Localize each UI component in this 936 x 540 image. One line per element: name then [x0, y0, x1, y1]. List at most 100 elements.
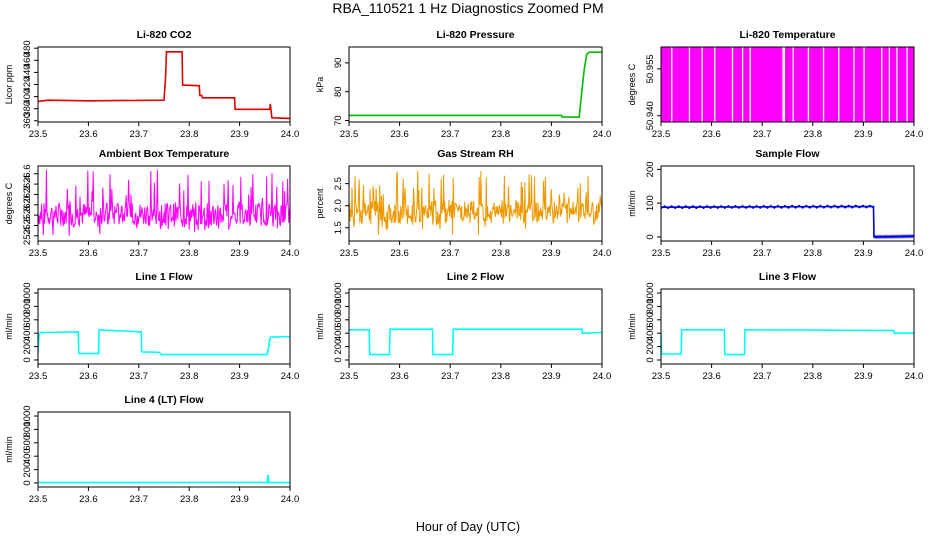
series-group [661, 204, 914, 240]
y-tick-label: 0 [645, 357, 656, 362]
temperature-gap-15 [888, 47, 890, 122]
y-tick-label: 440 [22, 64, 33, 80]
y-tick-label: 200 [22, 339, 33, 355]
chart-panel-7: Line 1 Flow 23.5 23.6 23.7 23.8 23.9 24.0 0 2004… [4, 271, 299, 382]
y-tick-label: 400 [22, 325, 33, 341]
x-tick-label: 23.8 [180, 248, 199, 259]
y-tick-label: 200 [645, 339, 656, 355]
y-axis-label: ml/min [315, 313, 325, 340]
chart-panel-2: Li-820 Pressure 23.5 23.6 23.7 23.8 23.9 24.0 7… [315, 29, 611, 140]
series-group [38, 328, 290, 356]
x-tick-label: 23.6 [390, 248, 409, 259]
series-group [38, 474, 290, 484]
x-tick-label: 23.7 [130, 129, 149, 140]
panel-title: Line 2 Flow [447, 271, 505, 283]
y-tick-label: 380 [22, 101, 33, 117]
series-line-pressure [349, 51, 602, 118]
y-tick-label: 25.6 [22, 216, 33, 235]
temperature-fill-1 [661, 47, 783, 122]
x-tick-label: 23.8 [492, 248, 511, 259]
y-tick-label: 0 [22, 480, 33, 485]
y-axis-label: Licor ppm [4, 65, 14, 105]
temperature-gap-5 [731, 47, 734, 122]
y-tick-label: 200 [645, 161, 656, 177]
figure-title: RBA_110521 1 Hz Diagnostics Zoomed PM [332, 0, 603, 16]
y-tick-label: 800 [22, 421, 33, 437]
x-tick-label: 23.5 [340, 248, 359, 259]
y-tick-label: 26.0 [22, 196, 33, 215]
x-tick-label: 23.9 [542, 248, 561, 259]
y-tick-label: 26.4 [22, 175, 33, 194]
y-tick-label: 90 [333, 58, 344, 69]
x-tick-label: 23.5 [652, 129, 671, 140]
plot-frame [348, 165, 603, 242]
x-tick-label: 23.9 [854, 248, 873, 259]
y-axis-label: ml/min [627, 313, 637, 340]
y-tick-label: 1000 [645, 282, 656, 303]
x-tick-label: 23.7 [130, 248, 149, 259]
y-tick-label: 2.5 [333, 177, 344, 190]
y-tick-label: 600 [22, 312, 33, 328]
series-group [38, 169, 290, 236]
x-tick-label: 23.5 [652, 248, 671, 259]
x-tick-label: 23.5 [652, 371, 671, 382]
series-group [349, 328, 602, 356]
temperature-gap-9 [807, 47, 810, 122]
series-line-line-3 [661, 328, 914, 356]
y-tick-label: 0 [333, 357, 344, 362]
plot-frame [37, 165, 291, 242]
y-tick-label: 800 [645, 298, 656, 314]
y-tick-label: 1000 [333, 282, 344, 303]
series-line-line-1 [38, 328, 290, 356]
series-group [349, 170, 602, 235]
series-line-line-2 [349, 328, 602, 356]
x-tick-label: 23.7 [753, 129, 772, 140]
x-tick-label: 23.9 [542, 129, 561, 140]
temperature-gap-6 [741, 47, 744, 122]
y-tick-label: 1.5 [333, 221, 344, 234]
panel-title: Line 3 Flow [759, 271, 817, 283]
chart-panel-1: Li-820 CO2 23.5 23.6 23.7 23.8 23.9 24.0 360380… [4, 29, 299, 140]
y-axis-label: ml/min [4, 313, 14, 340]
temperature-gap-7 [749, 47, 751, 122]
x-tick-label: 23.8 [180, 371, 199, 382]
x-tick-label: 23.5 [29, 494, 48, 505]
y-tick-label: 200 [333, 339, 344, 355]
temperature-gap-12 [853, 47, 855, 122]
temperature-gap-16 [896, 47, 898, 122]
y-tick-label: 25.4 [22, 227, 33, 246]
x-tick-label: 23.9 [854, 371, 873, 382]
panel-title: Line 1 Flow [135, 271, 193, 283]
x-tick-label: 23.6 [702, 371, 721, 382]
panel-title: Ambient Box Temperature [99, 148, 230, 160]
x-tick-label: 23.9 [230, 129, 249, 140]
panel-title: Li-820 Pressure [436, 29, 514, 41]
temperature-gap-2 [688, 47, 691, 122]
x-tick-label: 23.8 [804, 248, 823, 259]
x-tick-label: 23.7 [441, 371, 460, 382]
plot-frame [348, 46, 603, 123]
y-tick-label: 360 [22, 113, 33, 129]
temperature-gap-11 [838, 47, 840, 122]
series-line-flow [661, 205, 914, 238]
y-tick-label: 420 [22, 77, 33, 93]
x-tick-label: 23.5 [340, 129, 359, 140]
panel-title: Sample Flow [755, 148, 820, 160]
y-tick-label: 0 [645, 234, 656, 239]
x-tick-label: 23.7 [441, 129, 460, 140]
x-tick-label: 23.6 [79, 494, 98, 505]
chart-panel-5: Gas Stream RH 23.5 23.6 23.7 23.8 23.9 24.0 1.5… [315, 148, 611, 259]
x-tick-label: 24.0 [593, 129, 612, 140]
series-noise-line [38, 169, 290, 236]
y-tick-label: 50.940 [645, 101, 656, 130]
x-tick-label: 24.0 [281, 494, 300, 505]
temperature-gap-8 [792, 47, 794, 122]
series-line-line-4 [38, 474, 290, 484]
x-tick-label: 23.8 [180, 129, 199, 140]
x-tick-label: 23.6 [702, 129, 721, 140]
y-tick-label: 2.0 [333, 199, 344, 212]
x-tick-label: 24.0 [281, 371, 300, 382]
x-tick-label: 23.8 [492, 371, 511, 382]
y-tick-label: 1000 [22, 282, 33, 303]
